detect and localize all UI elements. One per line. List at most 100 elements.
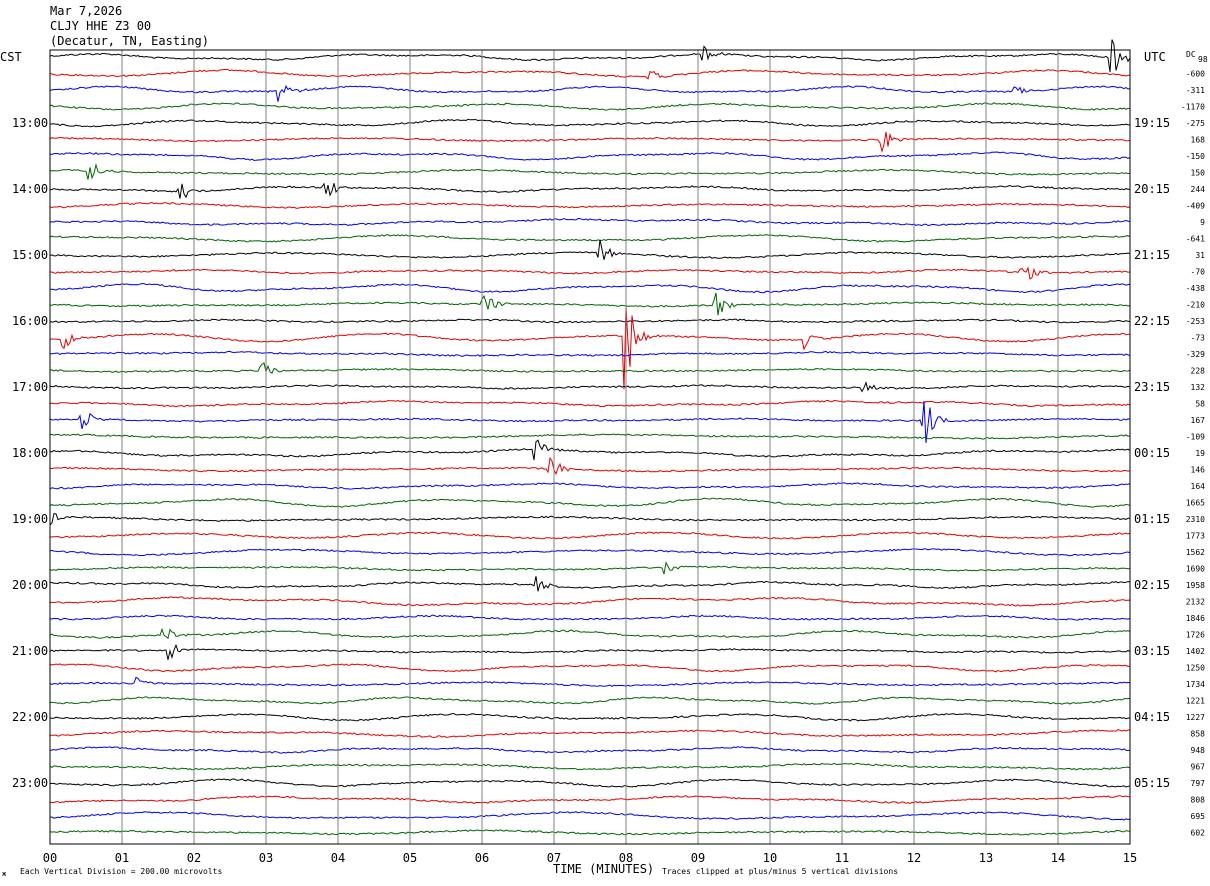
right-hour-label: 01:15 [1134, 512, 1170, 526]
seismic-trace [49, 778, 1131, 788]
seismic-trace [49, 811, 1131, 821]
dc-offset-value: 1665 [1186, 499, 1205, 508]
dc-offset-labels: -600 -311 -1170 -275 168 -150 150 244 -409 9 -641 3… [1181, 70, 1205, 838]
dc-offset-value: -275 [1186, 119, 1205, 128]
dc-offset-value: 602 [1191, 829, 1206, 838]
seismic-trace [49, 829, 1131, 836]
right-hour-label: 02:15 [1134, 578, 1170, 592]
left-hour-label: 22:00 [12, 710, 48, 724]
right-hour-labels: 19:15 20:15 21:15 22:15 23:15 00:15 01:15 02:15… [1134, 116, 1170, 790]
right-hour-label: 23:15 [1134, 380, 1170, 394]
left-hour-label: 19:00 [12, 512, 48, 526]
dc-offset-value: 146 [1191, 466, 1206, 475]
seismic-trace [49, 513, 1130, 526]
seismic-trace [49, 118, 1131, 128]
dc-label: DC [1186, 50, 1196, 59]
seismic-trace [49, 84, 1131, 102]
x-tick-label: 05 [403, 851, 417, 865]
seismic-trace [49, 239, 1131, 260]
right-hour-label: 05:15 [1134, 776, 1170, 790]
seismic-trace [49, 305, 1131, 390]
plot-frame [49, 49, 1131, 845]
x-tick-label: 11 [835, 851, 849, 865]
dc-offset-value: 1690 [1186, 565, 1205, 574]
seismic-trace [49, 696, 1131, 705]
x-tick-label: 01 [115, 851, 129, 865]
seismic-trace [49, 614, 1131, 621]
x-tick-label: 06 [475, 851, 489, 865]
left-timezone-label: CST [0, 50, 22, 64]
header-date: Mar 7,2026 [50, 4, 122, 18]
seismic-trace [49, 548, 1131, 557]
seismic-trace [49, 746, 1131, 754]
dc-offset-value: 1773 [1186, 532, 1205, 541]
seismic-trace [49, 795, 1131, 804]
dc-offset-value: 31 [1195, 251, 1205, 260]
seismic-trace [49, 497, 1131, 508]
seismic-trace [49, 439, 1131, 461]
dc-offset-value: 858 [1191, 730, 1206, 739]
seismic-trace [49, 401, 1131, 443]
left-hour-label: 23:00 [12, 776, 48, 790]
dc-offset-value: -73 [1191, 334, 1206, 343]
clip-note: Traces clipped at plus/minus 5 vertical … [662, 867, 898, 876]
header-location: (Decatur, TN, Easting) [50, 34, 209, 48]
dc-offset-value: -1170 [1181, 103, 1205, 112]
seismic-trace [49, 350, 1131, 357]
dc-offset-value: 228 [1191, 367, 1206, 376]
dc-offset-value: 695 [1191, 812, 1206, 821]
seismic-trace [49, 162, 1131, 180]
dc-offset-value: 150 [1191, 169, 1206, 178]
x-tick-label: 10 [763, 851, 777, 865]
seismic-trace [49, 596, 1131, 607]
x-tick-label: 13 [979, 851, 993, 865]
right-hour-label: 21:15 [1134, 248, 1170, 262]
seismic-trace [49, 234, 1131, 243]
dc-offset-value: 244 [1191, 185, 1206, 194]
left-hour-label: 14:00 [12, 182, 48, 196]
x-tick-labels: 00 01 02 03 04 05 06 07 08 09 10 11 12 13 14 15 [43, 851, 1137, 865]
seismic-trace [49, 676, 1131, 687]
seismic-trace [49, 151, 1131, 161]
seismic-trace [49, 362, 1131, 374]
seismic-trace [49, 561, 1131, 575]
x-tick-label: 03 [259, 851, 273, 865]
seismic-trace [49, 643, 1131, 660]
dc-offset-value: 168 [1191, 136, 1206, 145]
left-hour-label: 20:00 [12, 578, 48, 592]
seismic-trace [49, 39, 1131, 73]
right-hour-label: 04:15 [1134, 710, 1170, 724]
dc-offset-value: 58 [1195, 400, 1205, 409]
left-hour-label: 13:00 [12, 116, 48, 130]
dc-offset-value: 19 [1195, 449, 1205, 458]
right-timezone-label: UTC [1144, 50, 1166, 64]
seismic-trace [49, 201, 1131, 209]
dc-offset-value: -210 [1186, 301, 1205, 310]
dc-top-value: 98 [1198, 55, 1208, 64]
dc-offset-value: 1958 [1186, 581, 1205, 590]
seismic-trace [49, 482, 1131, 490]
seismic-trace [49, 531, 1131, 540]
seismic-trace [49, 399, 1131, 408]
corner-mark: ж [2, 870, 7, 878]
dc-offset-value: 1221 [1186, 697, 1205, 706]
dc-offset-value: 948 [1191, 746, 1206, 755]
right-hour-label: 22:15 [1134, 314, 1170, 328]
dc-offset-value: 1402 [1186, 647, 1205, 656]
x-tick-label: 07 [547, 851, 561, 865]
x-tick-label: 04 [331, 851, 345, 865]
left-hour-labels: 13:00 14:00 15:00 16:00 17:00 18:00 19:00 20:00… [12, 116, 48, 790]
seismic-trace [49, 729, 1131, 738]
seismic-trace [49, 627, 1131, 640]
left-hour-label: 17:00 [12, 380, 48, 394]
seismic-trace [50, 266, 1131, 280]
seismic-trace [49, 576, 1131, 592]
dc-offset-value: 1250 [1186, 664, 1205, 673]
dc-offset-value: -311 [1186, 86, 1205, 95]
x-tick-label: 09 [691, 851, 705, 865]
seismic-trace [49, 433, 1131, 440]
left-hour-label: 15:00 [12, 248, 48, 262]
x-tick-label: 14 [1051, 851, 1065, 865]
minute-grid [121, 50, 1059, 844]
